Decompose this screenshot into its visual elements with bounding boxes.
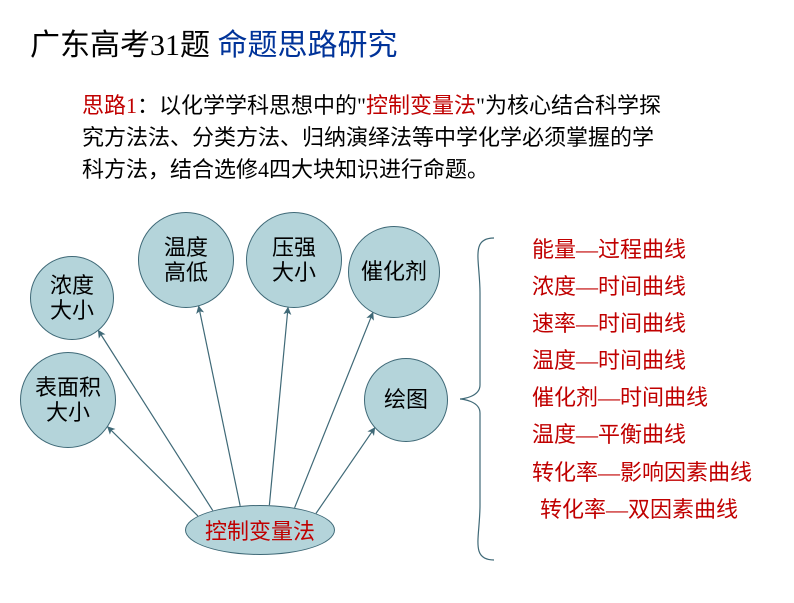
curve-item: 速率—时间曲线: [532, 312, 752, 335]
curve-item: 温度—平衡曲线: [532, 423, 752, 446]
intro-paragraph: 思路1：以化学学科思想中的"控制变量法"为核心结合科学探究方法法、分类方法、归纳…: [82, 90, 662, 186]
diagram-node: 催化剂: [348, 226, 440, 318]
brace-icon: [458, 236, 498, 562]
diagram-node: 压强大小: [246, 212, 342, 308]
diagram-node: 表面积大小: [20, 352, 116, 448]
title-part1: 广东高考31题: [30, 29, 218, 62]
para-highlight: 控制变量法: [366, 93, 476, 118]
diagram-node-label: 温度高低: [139, 235, 233, 286]
curve-item: 能量—过程曲线: [532, 238, 752, 261]
diagram-node-label: 表面积大小: [21, 375, 115, 426]
curve-item: 转化率—双因素曲线: [540, 498, 752, 521]
diagram-node: 绘图: [364, 358, 448, 442]
center-node: 控制变量法: [185, 505, 335, 555]
center-node-label: 控制变量法: [205, 514, 315, 546]
curve-item: 催化剂—时间曲线: [532, 386, 752, 409]
diagram-node-label: 催化剂: [349, 259, 439, 284]
diagram-node-label: 压强大小: [247, 235, 341, 286]
slide-title: 广东高考31题 命题思路研究: [30, 20, 398, 64]
curve-item: 浓度—时间曲线: [532, 275, 752, 298]
diagram-node: 浓度大小: [30, 256, 114, 340]
para-sep: ：以化学学科思想中的": [137, 93, 366, 118]
curve-item: 转化率—影响因素曲线: [532, 461, 752, 484]
diagram-node-label: 浓度大小: [31, 273, 113, 324]
para-prefix: 思路1: [82, 93, 137, 118]
curve-item: 温度—时间曲线: [532, 349, 752, 372]
title-part2: 命题思路研究: [218, 29, 398, 62]
curve-list: 能量—过程曲线浓度—时间曲线速率—时间曲线温度—时间曲线催化剂—时间曲线温度—平…: [532, 238, 752, 521]
diagram-node: 温度高低: [138, 212, 234, 308]
diagram-node-label: 绘图: [365, 387, 447, 412]
